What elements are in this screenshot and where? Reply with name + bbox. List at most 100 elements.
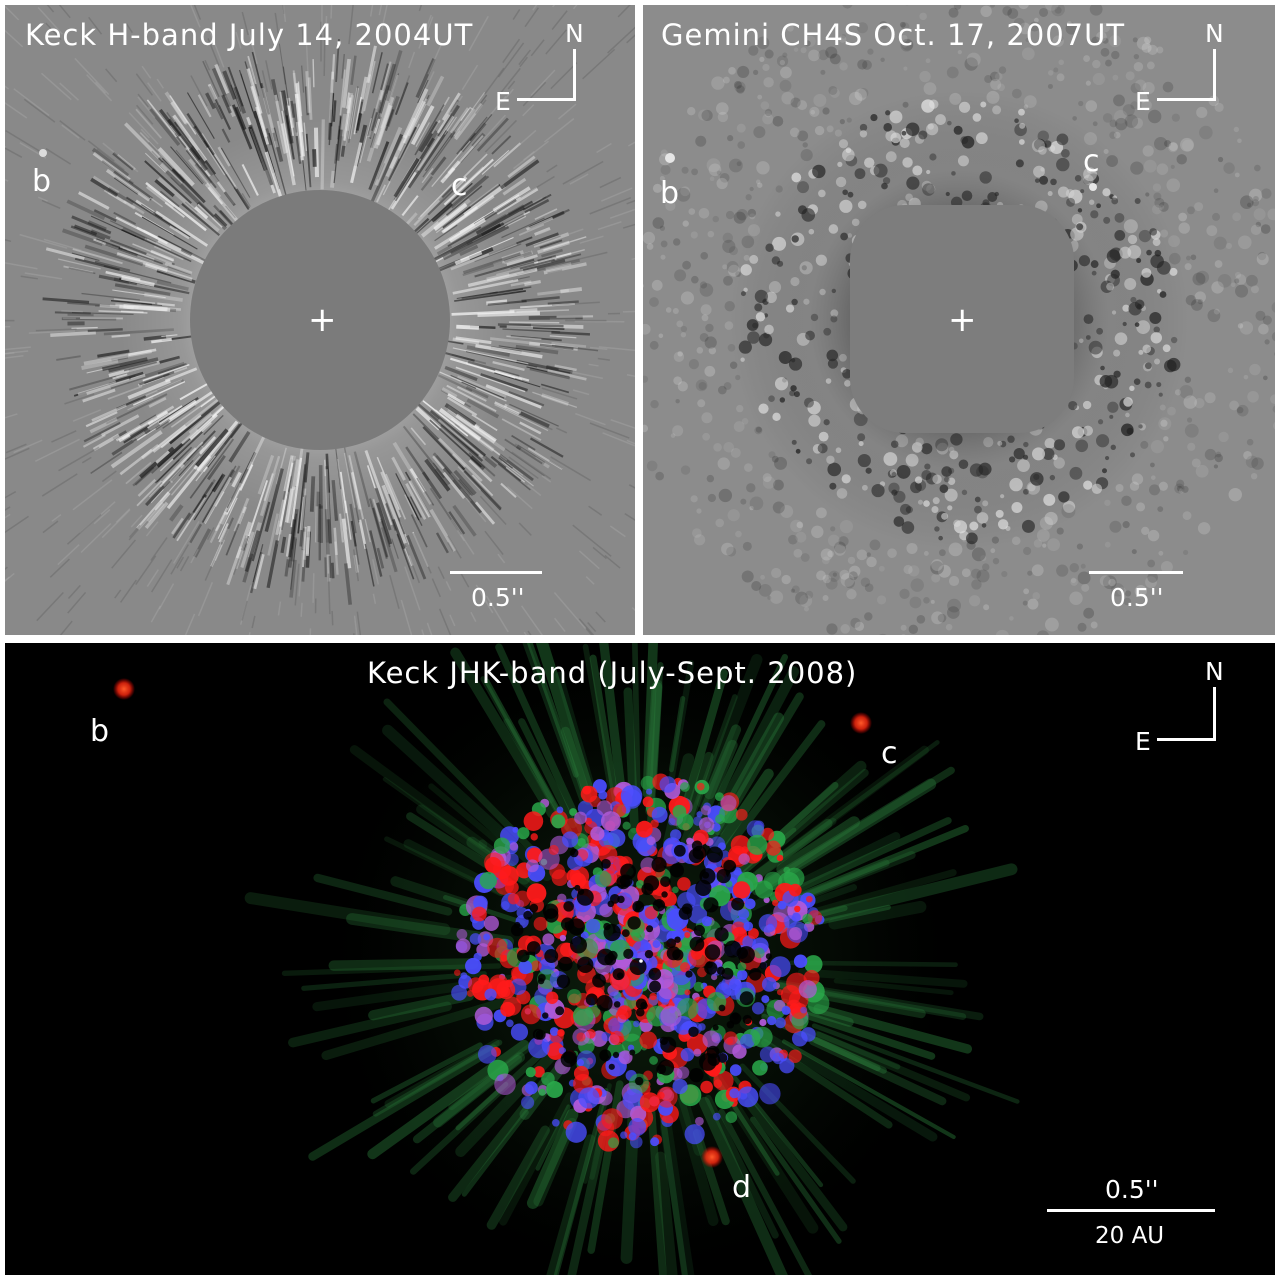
speckle-blob	[742, 541, 752, 551]
speckle-blob	[757, 94, 763, 100]
speckle-blob	[487, 937, 508, 958]
speckle-streak	[410, 105, 435, 146]
speckle-blob	[1258, 323, 1269, 335]
speckle-blob	[825, 46, 838, 59]
speckle-blob	[659, 225, 666, 231]
green-ray	[667, 660, 695, 787]
speckle-blob	[646, 243, 654, 250]
green-ray	[776, 816, 860, 875]
green-ray	[390, 876, 479, 912]
speckle-streak	[626, 374, 635, 377]
green-ray	[406, 812, 501, 875]
speckle-blob	[931, 559, 943, 571]
speckle-streak	[518, 129, 537, 147]
speckle-blob	[548, 844, 559, 856]
speckle-blob	[572, 1005, 594, 1026]
speckle-blob	[850, 617, 861, 628]
green-ray	[503, 718, 554, 804]
speckle-streak	[453, 108, 476, 138]
speckle-streak	[529, 437, 564, 458]
speckle-streak	[136, 491, 171, 530]
speckle-blob	[652, 940, 661, 948]
speckle-streak	[520, 605, 544, 635]
speckle-streak	[460, 122, 487, 153]
speckle-blob	[690, 948, 703, 960]
speckle-blob	[1044, 617, 1059, 632]
speckle-blob	[737, 1086, 759, 1108]
speckle-streak	[156, 78, 165, 89]
speckle-blob	[1234, 278, 1240, 284]
speckle-streak	[530, 418, 553, 431]
speckle-blob	[764, 49, 774, 59]
dark-gap	[666, 938, 677, 949]
panel-title: Keck JHK-band (July-Sept. 2008)	[367, 656, 858, 690]
speckle-streak	[5, 5, 20, 21]
green-ray	[486, 1125, 550, 1230]
green-ray	[704, 724, 742, 800]
speckle-blob	[822, 574, 832, 584]
speckle-blob	[672, 804, 687, 819]
speckle-blob	[1176, 479, 1185, 488]
speckle-blob	[1178, 488, 1184, 494]
speckle-streak	[226, 546, 243, 586]
speckle-streak	[67, 301, 110, 307]
speckle-blob	[469, 933, 482, 945]
speckle-blob	[800, 47, 807, 54]
speckle-blob	[938, 549, 946, 557]
speckle-streak	[58, 5, 71, 19]
speckle-streak	[42, 520, 59, 534]
dark-gap	[585, 993, 598, 1006]
speckle-blob	[760, 101, 770, 110]
speckle-blob	[1056, 527, 1064, 535]
green-ray	[813, 863, 1018, 923]
speckle-streak	[404, 544, 410, 556]
speckle-streak	[438, 608, 452, 635]
speckle-blob	[451, 984, 468, 1001]
star-center-mark	[639, 959, 643, 963]
speckle-streak	[453, 102, 484, 141]
speckle-blob	[526, 883, 547, 904]
speckle-blob	[702, 432, 711, 441]
speckle-streak	[470, 611, 477, 622]
speckle-blob	[887, 548, 897, 558]
speckle-streak	[274, 12, 280, 34]
speckle-blob	[1217, 156, 1224, 163]
speckle-streak	[72, 479, 113, 511]
speckle-blob	[1162, 81, 1174, 93]
speckle-streak	[141, 65, 152, 79]
speckle-streak	[332, 100, 337, 122]
speckle-blob	[899, 21, 906, 28]
speckle-streak	[442, 471, 466, 500]
speckle-blob	[494, 1073, 516, 1096]
speckle-blob	[1217, 274, 1232, 288]
dark-gap	[689, 1067, 704, 1083]
speckle-streak	[484, 119, 517, 153]
speckle-blob	[691, 275, 699, 284]
speckle-blob	[772, 501, 785, 514]
speckle-blob	[780, 66, 792, 79]
speckle-blob	[680, 186, 691, 197]
speckle-streak	[530, 39, 545, 57]
speckle-blob	[802, 142, 808, 148]
speckle-streak	[292, 72, 299, 99]
speckle-streak	[504, 447, 545, 477]
speckle-blob	[456, 928, 468, 940]
speckle-blob	[1023, 588, 1030, 595]
speckle-blob	[841, 34, 846, 39]
speckle-blob	[518, 960, 533, 975]
speckle-blob	[1100, 47, 1110, 57]
speckle-blob	[781, 574, 791, 585]
speckle-blob	[801, 1027, 816, 1042]
speckle-blob	[810, 109, 816, 115]
speckle-blob	[681, 166, 689, 174]
speckle-streak	[130, 514, 143, 528]
speckle-blob	[546, 1081, 564, 1099]
speckle-streak	[550, 62, 578, 90]
speckle-blob	[545, 991, 559, 1004]
dark-gap	[705, 961, 713, 969]
speckle-blob	[1191, 299, 1203, 311]
speckle-streak	[518, 522, 532, 536]
speckle-blob	[1021, 47, 1035, 61]
speckle-blob	[753, 126, 766, 139]
dark-gap	[596, 994, 613, 1012]
